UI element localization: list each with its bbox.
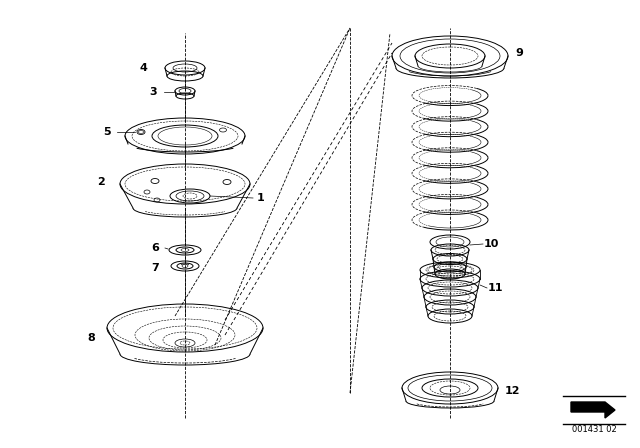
Text: 001431 02: 001431 02 (572, 425, 616, 434)
Text: 3: 3 (149, 87, 157, 97)
Text: 2: 2 (97, 177, 105, 187)
Text: 7: 7 (151, 263, 159, 273)
Text: 4: 4 (139, 63, 147, 73)
Text: 6: 6 (151, 243, 159, 253)
Text: 10: 10 (484, 239, 499, 249)
Text: 11: 11 (488, 283, 504, 293)
Text: 9: 9 (515, 48, 523, 58)
Polygon shape (571, 402, 615, 418)
Text: 12: 12 (505, 386, 520, 396)
Text: 5: 5 (104, 127, 111, 137)
Text: 1: 1 (257, 193, 265, 203)
Text: 8: 8 (87, 333, 95, 343)
